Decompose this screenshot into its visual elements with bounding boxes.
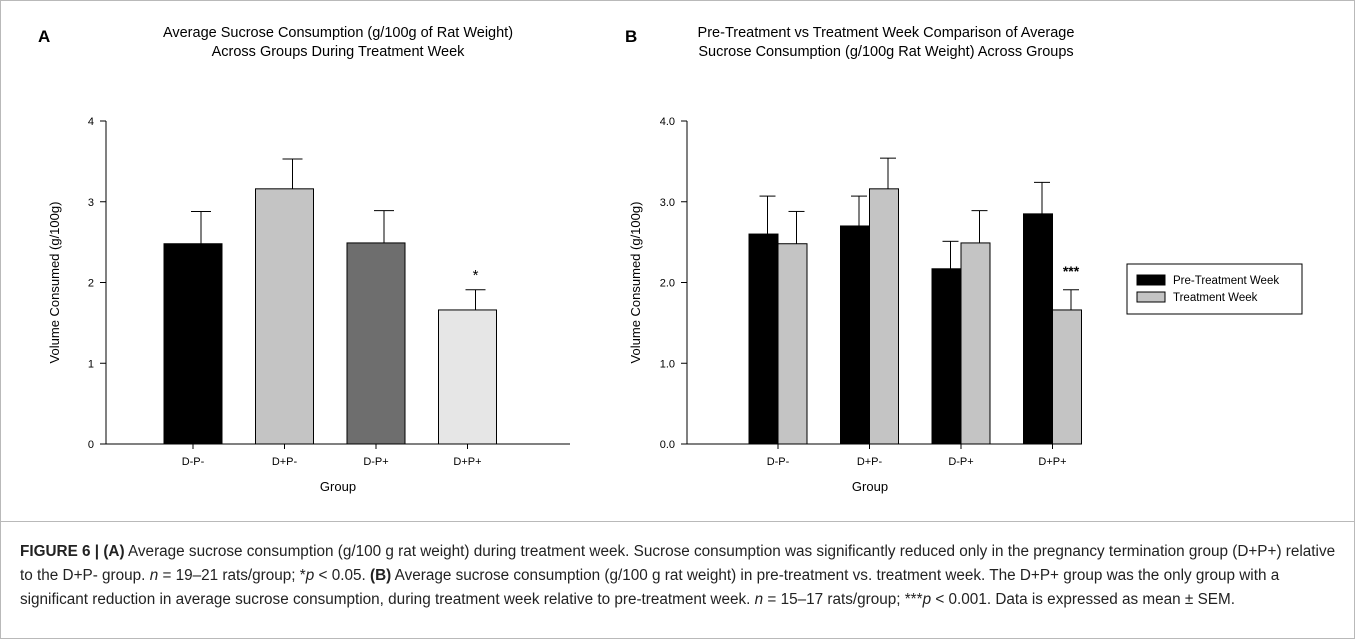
chart-b-bar-treatment [1052, 309, 1082, 445]
caption-b-text-1: Average sucrose consumption (g/100 g rat… [20, 567, 1280, 608]
chart-b-legend-box [1126, 263, 1303, 315]
chart-a-bar [255, 188, 314, 445]
chart-a-y-tick-label: 4 [88, 116, 94, 128]
chart-a-bar [346, 242, 406, 445]
chart-a-x-tick-label: D+P+ [453, 456, 481, 468]
chart-b-x-tick-label: D+P- [857, 456, 883, 468]
chart-b-x-tick-label: D-P+ [948, 456, 973, 468]
chart-a-bar [438, 309, 497, 445]
chart-a-x-tick-label: D+P- [272, 456, 298, 468]
panel-b-label: B [625, 27, 637, 46]
chart-a-x-tick-label: D-P- [182, 456, 205, 468]
chart-a-significance-label: * [473, 267, 479, 284]
caption-a-p: p [305, 567, 315, 584]
caption-a-text-2: = 19–21 rats/group; * [158, 567, 306, 584]
chart-b-x-axis-label: Group [852, 479, 888, 494]
chart-a-y-tick-label: 2 [88, 278, 94, 290]
caption-figure-label: FIGURE 6 | [20, 543, 104, 560]
chart-b-bar-pre [840, 225, 870, 445]
chart-b-y-tick-label: 0.0 [660, 439, 675, 451]
panel-a-title-line1: Average Sucrose Consumption (g/100g of R… [163, 25, 513, 41]
chart-b-legend-label: Treatment Week [1173, 292, 1258, 304]
caption-b-n: n [754, 591, 764, 608]
caption-a-text-1: Average sucrose consumption (g/100 g rat… [20, 543, 1336, 584]
caption-a-n: n [149, 567, 159, 584]
caption-a-tag: (A) [103, 543, 125, 560]
panel-a-label: A [38, 27, 50, 46]
chart-a-bar [163, 243, 223, 445]
chart-b-y-tick-label: 1.0 [660, 358, 675, 370]
chart-b-bar-treatment [777, 243, 808, 445]
caption-a-text-3: < 0.05. [314, 567, 370, 584]
caption-b-text-3: < 0.001. Data is expressed as mean ± SEM… [931, 591, 1235, 608]
chart-b-y-tick-label: 4.0 [660, 116, 675, 128]
chart-b-bar-pre [931, 268, 962, 445]
chart-b-legend-swatch [1136, 274, 1166, 286]
panel-b-title-line2: Sucrose Consumption (g/100g Rat Weight) … [698, 44, 1073, 60]
chart-a-y-tick-label: 1 [88, 358, 94, 370]
chart-b-legend-swatch [1136, 291, 1166, 303]
chart-b-bar-treatment [869, 188, 899, 445]
panel-a-title-line2: Across Groups During Treatment Week [212, 44, 466, 60]
chart-b-x-tick-label: D+P+ [1038, 456, 1066, 468]
caption-b-p: p [922, 591, 932, 608]
chart-b-y-tick-label: 3.0 [660, 197, 675, 209]
caption-b-tag: (B) [369, 567, 392, 584]
chart-b-x-tick-label: D-P- [767, 456, 790, 468]
chart-b-legend-label: Pre-Treatment Week [1173, 275, 1279, 287]
caption-b-text-2: = 15–17 rats/group; *** [763, 591, 923, 608]
chart-b-significance-label: *** [1063, 263, 1080, 279]
caption-divider [0, 521, 1355, 522]
chart-a-y-axis-label: Volume Consumed (g/100g) [47, 202, 62, 364]
chart-a-y-tick-label: 3 [88, 197, 94, 209]
chart-a-y-tick-label: 0 [88, 439, 94, 451]
chart-a: 0 1 2 3 4 D-P- D+P- D-P+ D+P+ Group Volume Consume… [47, 116, 570, 494]
chart-b-bar-pre [748, 233, 779, 445]
chart-b-y-tick-label: 2.0 [660, 278, 675, 290]
chart-b: 0.0 1.0 2.0 3.0 4.0 D-P- D+P- D-P+ D+P+ Group Volu… [628, 116, 1303, 494]
chart-a-x-tick-label: D-P+ [363, 456, 388, 468]
chart-b-bar-treatment [960, 242, 991, 445]
chart-b-bar-pre [1023, 213, 1053, 445]
chart-b-y-axis-label: Volume Consumed (g/100g) [628, 202, 643, 364]
panel-b-title-line1: Pre-Treatment vs Treatment Week Comparis… [698, 25, 1075, 41]
figure-caption: FIGURE 6 | (A) Average sucrose consumpti… [20, 540, 1340, 612]
chart-a-x-axis-label: Group [320, 479, 356, 494]
